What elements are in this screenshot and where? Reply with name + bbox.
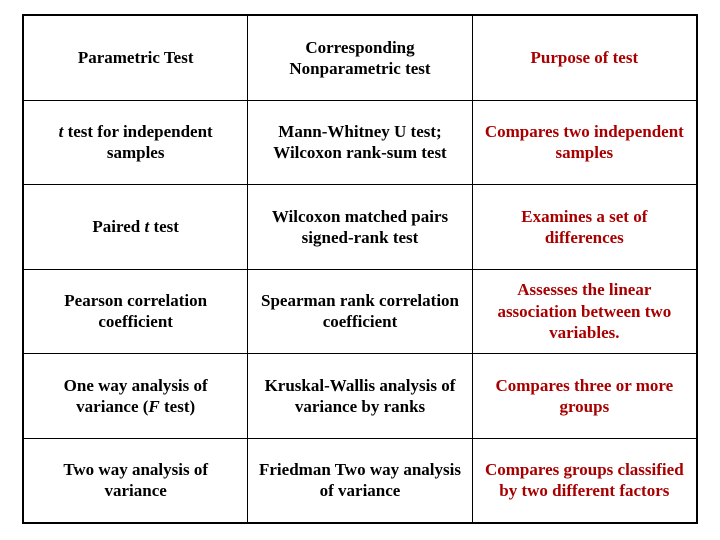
cell-purpose: Compares groups classified by two differ… <box>472 439 696 523</box>
text-ital: F <box>148 397 159 416</box>
cell-nonparametric: Kruskal-Wallis analysis of variance by r… <box>247 354 471 438</box>
text-pre: Pearson correlation coefficient <box>64 291 207 331</box>
cell-parametric: Paired t test <box>24 185 247 269</box>
cell-nonparametric: Friedman Two way analysis of variance <box>247 439 471 523</box>
text-pre: Two way analysis of variance <box>63 460 208 500</box>
cell-purpose: Compares two independent samples <box>472 101 696 185</box>
header-nonparametric: Corresponding Nonparametric test <box>247 16 471 100</box>
cell-purpose: Examines a set of differences <box>472 185 696 269</box>
table-row: Paired t test Wilcoxon matched pairs sig… <box>24 184 696 269</box>
cell-nonparametric: Wilcoxon matched pairs signed-rank test <box>247 185 471 269</box>
cell-parametric: Two way analysis of variance <box>24 439 247 523</box>
table-row: One way analysis of variance (F test) Kr… <box>24 353 696 438</box>
text-post: test for independent samples <box>63 122 212 162</box>
text-pre: Paired <box>92 217 144 236</box>
table-row: Two way analysis of variance Friedman Tw… <box>24 438 696 523</box>
header-parametric: Parametric Test <box>24 16 247 100</box>
text-post: test) <box>160 397 195 416</box>
cell-parametric: Pearson correlation coefficient <box>24 270 247 354</box>
table-row: t test for independent samples Mann-Whit… <box>24 100 696 185</box>
cell-nonparametric: Mann-Whitney U test; Wilcoxon rank-sum t… <box>247 101 471 185</box>
text-post: test <box>149 217 179 236</box>
header-purpose: Purpose of test <box>472 16 696 100</box>
cell-parametric: One way analysis of variance (F test) <box>24 354 247 438</box>
table-header-row: Parametric Test Corresponding Nonparamet… <box>24 16 696 100</box>
cell-purpose: Assesses the linear association between … <box>472 270 696 354</box>
table-row: Pearson correlation coefficient Spearman… <box>24 269 696 354</box>
cell-parametric: t test for independent samples <box>24 101 247 185</box>
cell-purpose: Compares three or more groups <box>472 354 696 438</box>
cell-nonparametric: Spearman rank correlation coefficient <box>247 270 471 354</box>
stats-tests-table: Parametric Test Corresponding Nonparamet… <box>22 14 698 524</box>
